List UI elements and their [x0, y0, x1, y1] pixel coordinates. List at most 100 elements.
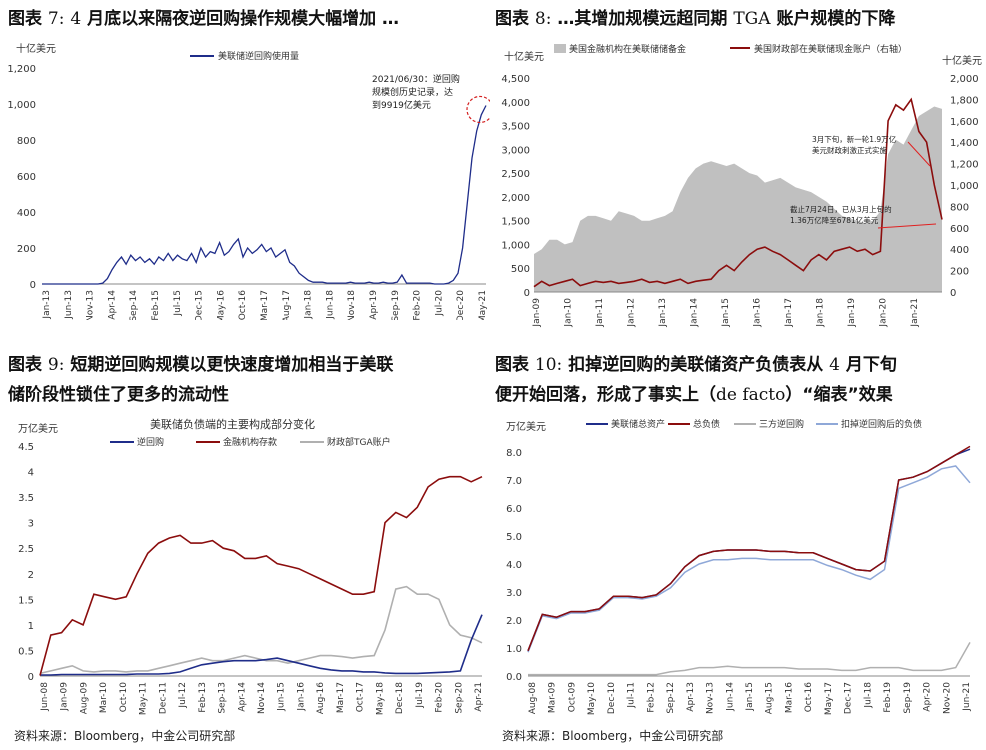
y-tick-label: 3.5 — [18, 493, 34, 504]
x-tick-label: Jan-15 — [745, 682, 755, 712]
y-tick-label-right: 600 — [950, 224, 969, 235]
annotation-text-tga-decline: 截止7月24日，已从3月上旬的 — [790, 204, 892, 214]
legend-entry-reserves: 美国金融机构在美联储储备金 — [569, 43, 686, 55]
series-line-rrp — [42, 105, 487, 285]
x-tick-label: May-21 — [478, 290, 488, 320]
x-tick-label: Jan-20 — [879, 298, 889, 328]
x-tick-label: Feb-20 — [435, 682, 445, 713]
y-tick-label: 5.0 — [506, 532, 522, 543]
y-tick-label: 1,200 — [7, 64, 36, 75]
x-tick-label: Jul-19 — [415, 682, 425, 709]
x-tick-label: Nov-18 — [347, 290, 357, 320]
chart-title: 美联储负债端的主要构成部分变化 — [150, 417, 315, 431]
x-tick-label: Mar-17 — [260, 290, 270, 320]
y-tick-label-right: 1,600 — [950, 117, 979, 128]
figure7-caption-text: 月底以来隔夜逆回购操作规模大幅增加 … — [87, 9, 400, 29]
x-tick-label: Jan-12 — [627, 298, 637, 328]
x-tick-label: Dec-10 — [607, 682, 617, 714]
x-tick-label: Dec-15 — [195, 290, 205, 320]
y-tick-label: 0.5 — [18, 646, 34, 657]
x-tick-label: Oct-16 — [804, 682, 814, 713]
x-tick-label: May-11 — [139, 682, 149, 715]
y-tick-label-right: 1,000 — [950, 181, 979, 192]
figure8-caption-tga: TGA — [733, 9, 771, 29]
x-tick-label: May-10 — [587, 682, 597, 715]
legend-entry: 美联储总资产 — [611, 418, 665, 430]
y-tick-label: 1.5 — [18, 595, 34, 606]
figure9-caption-prefix: 图表 — [8, 355, 42, 375]
y-axis-title: 十亿美元 — [16, 42, 56, 55]
y-tick-label: 0 — [30, 280, 36, 291]
y-tick-label: 2.0 — [506, 616, 522, 627]
legend-entry: 总负债 — [693, 418, 720, 430]
annotation-text-tga-decline: 1.36万亿降至6781亿美元 — [790, 215, 879, 225]
y-tick-label-left: 500 — [511, 264, 530, 275]
series-area-reserves — [534, 106, 942, 292]
y-tick-label-left: 2,500 — [501, 169, 530, 180]
annotation-arrow-stimulus — [907, 141, 931, 167]
y-tick-label: 1 — [28, 621, 34, 632]
annotation-circle — [466, 95, 490, 124]
x-tick-label: Jan-18 — [816, 298, 826, 328]
figure9-caption-text: 短期逆回购规模以更快速度增加相当于美联 — [70, 355, 394, 375]
y-tick-label: 600 — [17, 172, 36, 183]
y-tick-label-left: 0 — [524, 288, 530, 299]
y-tick-label-left: 3,000 — [501, 145, 530, 156]
x-tick-label: Oct-16 — [238, 290, 248, 320]
figure10-caption-num: 10: — [534, 355, 563, 375]
legend-entry: 三方逆回购 — [759, 418, 804, 430]
x-tick-label: Jan-17 — [784, 298, 794, 328]
x-tick-label: Mar-16 — [784, 682, 794, 713]
x-tick-label: Mar-09 — [548, 682, 558, 713]
x-tick-label: Mar-17 — [336, 682, 346, 713]
figure10-caption-text: 扣掉逆回购的美联储资产负债表从 — [568, 355, 824, 375]
annotation-text-stimulus: 3月下旬，新一轮1.9万亿 — [812, 134, 897, 144]
series-line-0 — [40, 614, 483, 676]
x-tick-label: Nov-13 — [706, 682, 716, 714]
y-tick-label: 4.0 — [506, 560, 522, 571]
x-tick-label: Jan-09 — [60, 682, 70, 712]
x-tick-label: Jan-21 — [910, 298, 920, 328]
y-tick-label-left: 2,000 — [501, 193, 530, 204]
figure8-caption: 图表 8: …其增加规模远超同期 TGA 账户规模的下降 — [495, 6, 895, 32]
y-tick-label-left: 3,500 — [501, 122, 530, 133]
figure9-caption-line2: 储阶段性锁住了更多的流动性 — [8, 382, 229, 408]
y-tick-label: 1.0 — [506, 644, 522, 655]
figure8-caption-prefix: 图表 — [495, 9, 529, 29]
x-tick-label: Jul-15 — [173, 290, 183, 317]
x-tick-label: Apr-13 — [686, 682, 696, 712]
y-tick-label-right: 800 — [950, 202, 969, 213]
x-tick-label: Dec-18 — [395, 682, 405, 714]
x-tick-label: Sep-14 — [129, 290, 139, 320]
y-tick-label-right: 1,800 — [950, 95, 979, 106]
x-tick-label: May-16 — [216, 290, 226, 320]
x-tick-label: Jun-18 — [325, 290, 335, 320]
y-tick-label: 800 — [17, 136, 36, 147]
figure10-caption-defacto: de facto — [716, 385, 786, 405]
figure10-chart: 万亿美元 美联储总资产 总负债 三方逆回购 扣掉逆回购后的负债 0.0 1.0 2.0 3.0 4… — [506, 418, 972, 715]
legend-entry: 扣掉逆回购后的负债 — [841, 418, 922, 430]
legend-entry: 财政部TGA账户 — [327, 436, 391, 448]
y-tick-label: 0.0 — [506, 672, 522, 683]
y-axis-title-left: 十亿美元 — [504, 50, 544, 63]
source-note-left: 资料来源：Bloomberg，中金公司研究部 — [14, 729, 236, 743]
x-tick-label: Apr-20 — [923, 682, 933, 712]
figure8-caption-text: …其增加规模远超同期 — [557, 9, 728, 29]
series-line-tga — [533, 97, 943, 288]
x-tick-label: Aug-17 — [282, 290, 292, 320]
y-axis-title-right: 十亿美元 — [942, 54, 982, 67]
annotation-text: 规模创历史记录，达 — [372, 86, 453, 98]
x-tick-label: Aug-15 — [765, 682, 775, 714]
annotation-text: 2021/06/30：逆回购 — [372, 73, 460, 85]
y-tick-label: 4 — [28, 468, 34, 479]
x-tick-label: Jan-16 — [296, 682, 306, 712]
source-note-right: 资料来源：Bloomberg，中金公司研究部 — [502, 729, 724, 743]
x-tick-label: Aug-08 — [528, 682, 538, 715]
series-line-2 — [528, 642, 971, 676]
y-tick-label: 0 — [28, 672, 34, 683]
x-tick-label: Jan-15 — [721, 298, 731, 328]
x-tick-label: Apr-19 — [369, 290, 379, 320]
x-tick-label: Nov-13 — [86, 290, 96, 320]
figure7-caption-prefix: 图表 — [8, 9, 42, 29]
